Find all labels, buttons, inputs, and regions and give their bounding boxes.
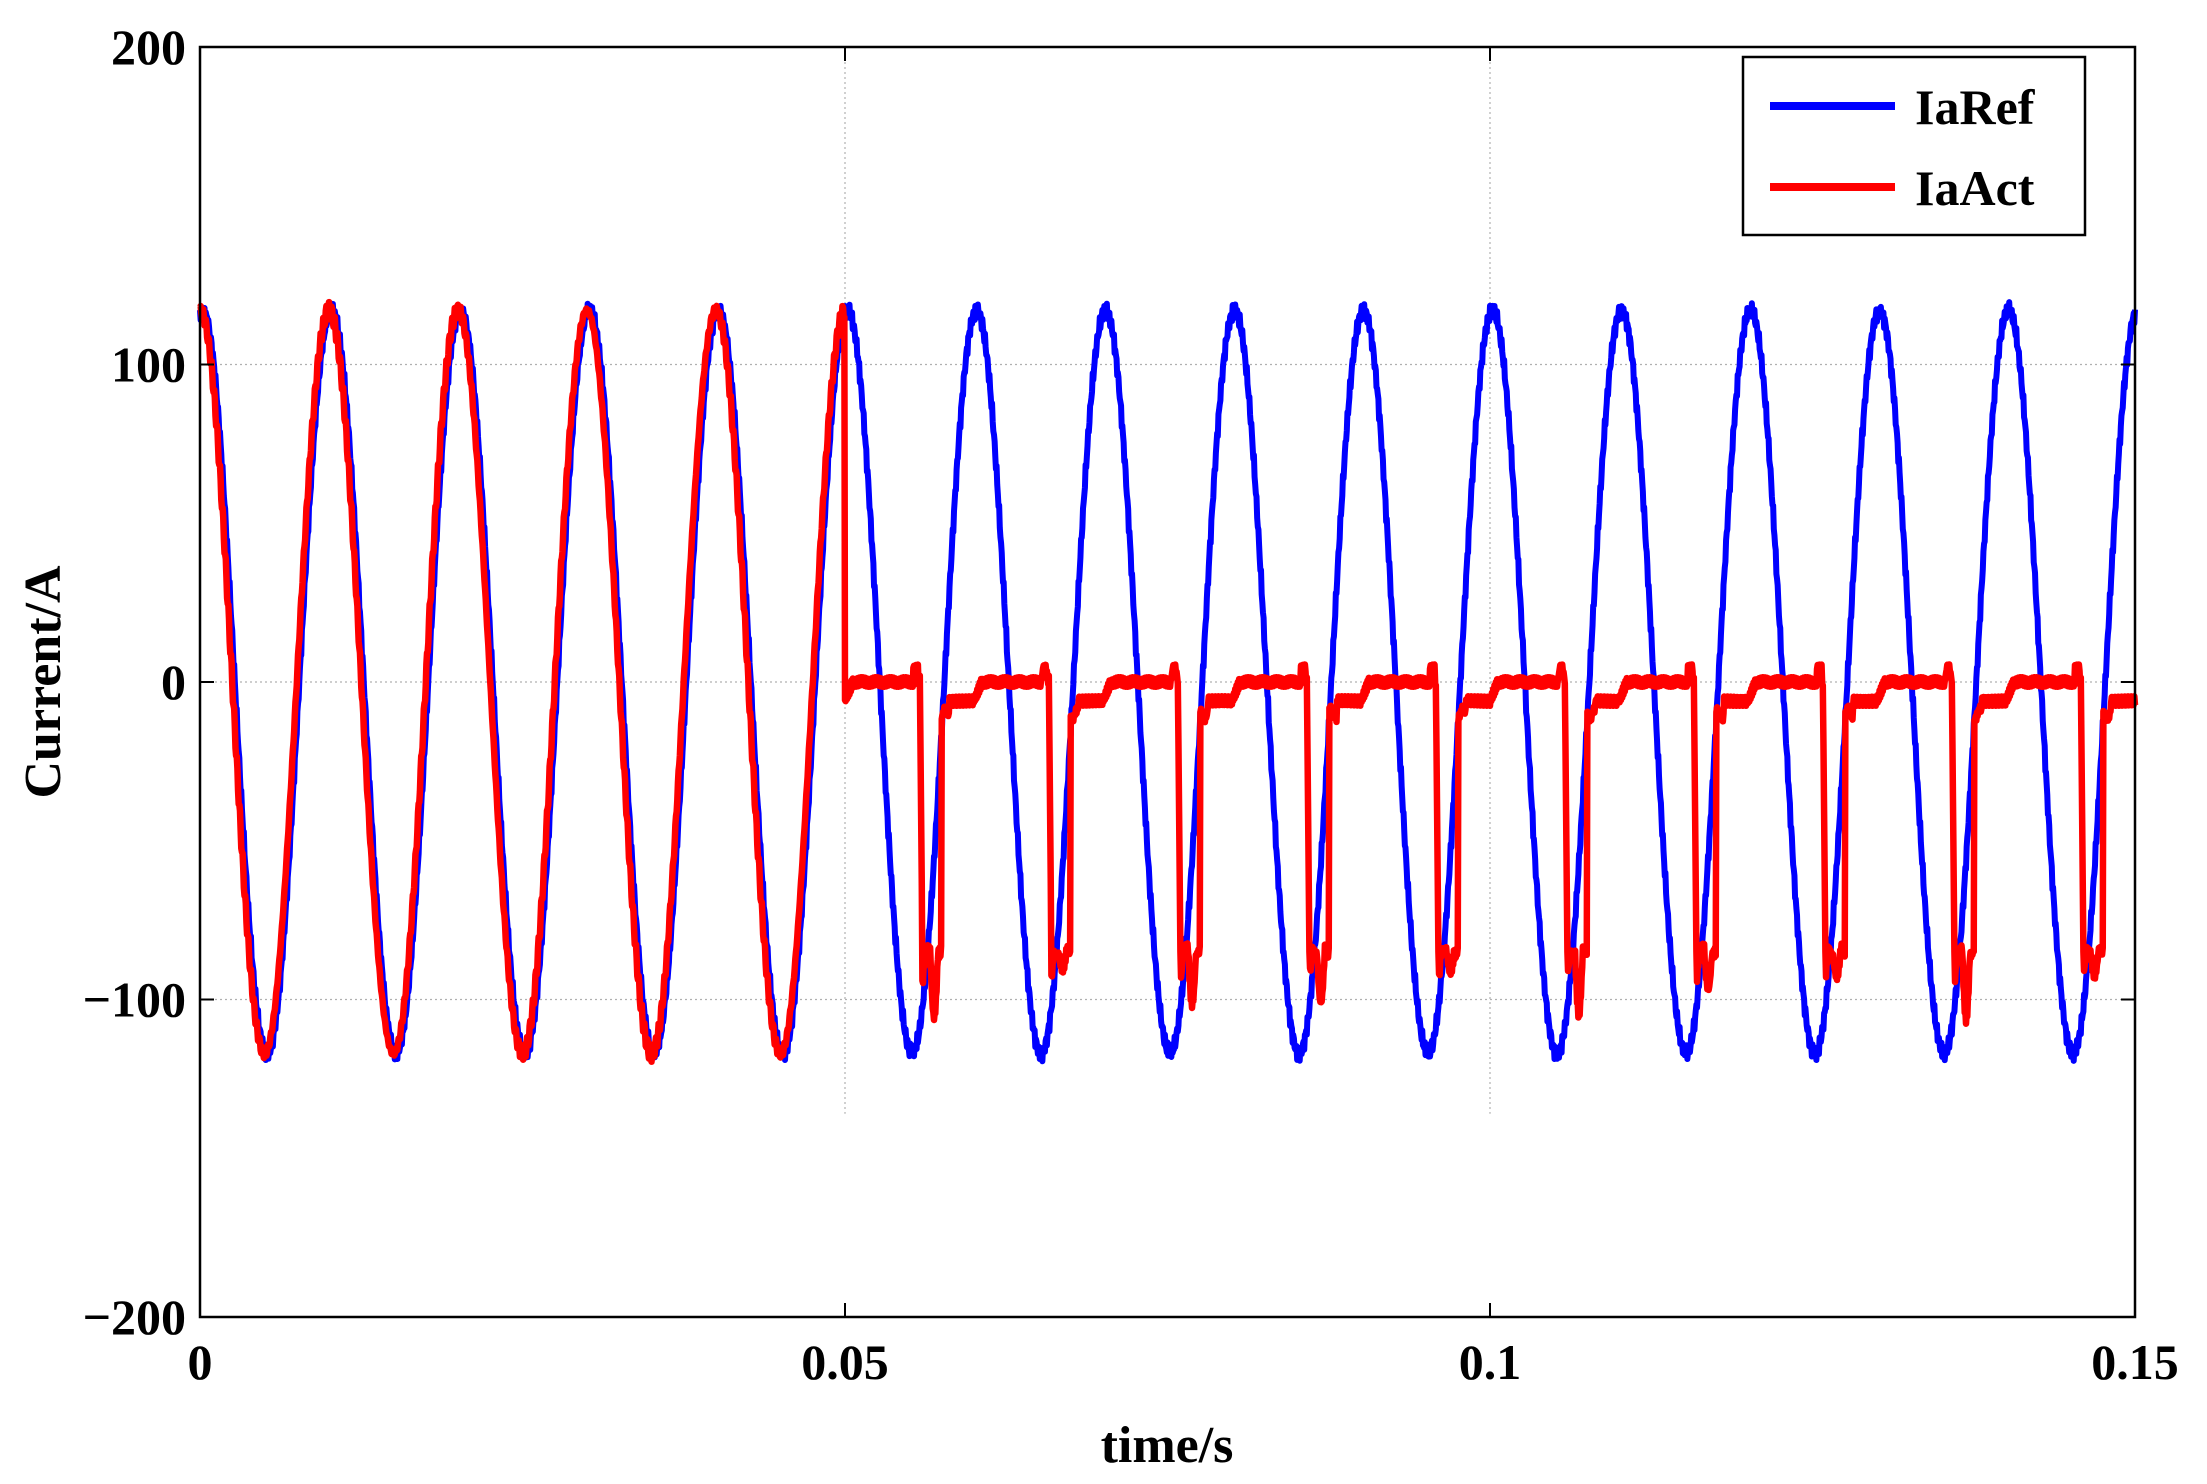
y-tick-label: 0 — [161, 654, 186, 710]
x-tick-label: 0.1 — [1459, 1334, 1522, 1390]
y-tick-label: −200 — [83, 1289, 187, 1345]
legend: IaRef IaAct — [1741, 55, 2087, 237]
x-tick-label: 0.05 — [801, 1334, 889, 1390]
y-axis-title: Current/A — [15, 565, 72, 798]
y-tick-label: −100 — [83, 972, 187, 1028]
x-tick-label: 0 — [188, 1334, 213, 1390]
x-tick-label: 0.15 — [2091, 1334, 2179, 1390]
tick-labels: 0 0.05 0.1 0.15 −200 −100 0 100 200 — [83, 19, 2179, 1390]
y-tick-label: 200 — [111, 19, 186, 75]
y-tick-label: 100 — [111, 337, 186, 393]
legend-label-iaact: IaAct — [1915, 160, 2035, 216]
legend-box — [1741, 55, 2087, 237]
legend-label-iaref: IaRef — [1915, 79, 2036, 135]
series-line-iaact — [197, 298, 2139, 1065]
x-axis-title: time/s — [1101, 1417, 1234, 1474]
series-group — [197, 298, 2139, 1065]
ticks — [199, 46, 2136, 1318]
